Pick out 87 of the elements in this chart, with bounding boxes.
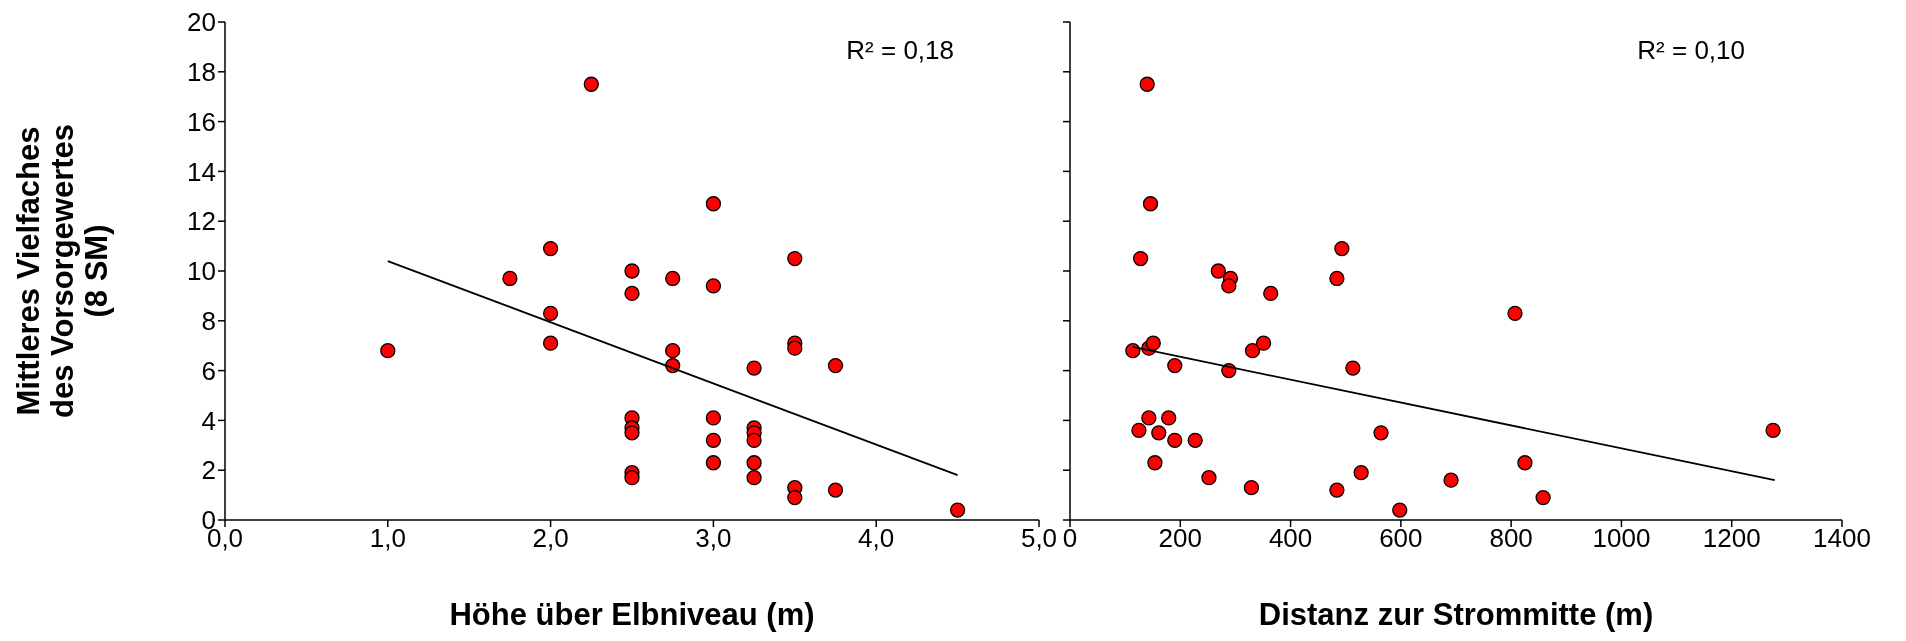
point (705, 455, 722, 471)
point (1139, 76, 1155, 92)
point (949, 502, 966, 518)
y-tick-label: 10 (187, 256, 216, 287)
y-tick-label: 4 (201, 405, 216, 436)
point (1210, 263, 1226, 279)
x-tick-label: 1400 (1813, 523, 1871, 554)
point (624, 425, 640, 441)
point (1392, 502, 1408, 518)
point (624, 470, 640, 486)
point (665, 343, 681, 359)
point (705, 432, 722, 448)
point (705, 196, 722, 212)
x-tick-label: 3,0 (695, 523, 732, 554)
point (380, 343, 396, 359)
x-tick-label: 5,0 (1020, 523, 1058, 554)
point (1517, 455, 1533, 471)
annotation: R² = 0,10 (1637, 35, 1745, 66)
point (1244, 343, 1261, 359)
point (542, 305, 559, 321)
point (1125, 343, 1141, 359)
x-tick-label: 800 (1489, 523, 1533, 554)
annotation: R² = 0,18 (846, 35, 954, 66)
point (1263, 285, 1279, 302)
point (746, 432, 762, 448)
point (705, 278, 722, 294)
point (1535, 489, 1551, 506)
point (502, 270, 518, 287)
y-tick-label: 14 (187, 156, 216, 187)
point (583, 76, 599, 92)
point (787, 340, 803, 356)
x-tick-label: 1000 (1592, 523, 1651, 554)
point (746, 360, 762, 376)
point (827, 357, 844, 374)
point (624, 263, 640, 279)
point (1353, 465, 1369, 481)
point (542, 240, 559, 257)
y-tick-label: 20 (187, 7, 216, 38)
point (827, 482, 844, 498)
point (542, 335, 559, 351)
point (1329, 482, 1345, 498)
y-tick-label: 8 (201, 306, 216, 337)
point (1221, 278, 1237, 294)
y-tick-label: 18 (187, 57, 216, 88)
x-tick-label: 2,0 (532, 523, 569, 554)
point (787, 250, 803, 267)
point (1147, 455, 1163, 471)
point (787, 489, 803, 506)
point (705, 410, 722, 426)
point (1132, 250, 1149, 267)
point (1373, 425, 1389, 441)
point (1161, 410, 1177, 426)
point (1201, 470, 1217, 486)
point (1345, 360, 1361, 376)
point (1187, 432, 1203, 448)
y-tick-label: 16 (187, 106, 216, 137)
point (624, 285, 640, 302)
point (1151, 425, 1167, 441)
y-tick-label: 6 (201, 355, 216, 386)
point (746, 455, 762, 471)
x-tick-label: 600 (1379, 523, 1423, 554)
x-axis-title: Höhe über Elbniveau (m) (449, 597, 815, 632)
point (1329, 270, 1345, 287)
y-tick-label: 2 (201, 455, 216, 486)
point (1167, 432, 1183, 448)
point (1141, 410, 1157, 426)
x-tick-label: 0 (1062, 523, 1078, 554)
x-tick-label: 4,0 (858, 523, 895, 554)
point (1507, 305, 1523, 321)
point (1145, 335, 1161, 351)
point (746, 470, 762, 486)
point (1443, 472, 1459, 488)
point (1142, 196, 1159, 212)
x-tick-label: 400 (1268, 523, 1313, 554)
point (1765, 422, 1781, 439)
x-tick-label: 1,0 (369, 523, 406, 554)
y-tick-label: 12 (187, 206, 216, 237)
x-axis-title: Distanz zur Strommitte (m) (1258, 597, 1654, 632)
point (1131, 422, 1147, 439)
point (1255, 335, 1272, 351)
x-tick-label: 200 (1158, 523, 1202, 554)
point (665, 270, 681, 287)
point (1334, 240, 1350, 257)
point (1167, 357, 1183, 374)
point (1243, 479, 1260, 496)
y-axis-title: Mittleres Vielfaches des Vorsorgewertes (8 SM) (11, 123, 114, 419)
x-tick-label: 1200 (1702, 523, 1761, 554)
